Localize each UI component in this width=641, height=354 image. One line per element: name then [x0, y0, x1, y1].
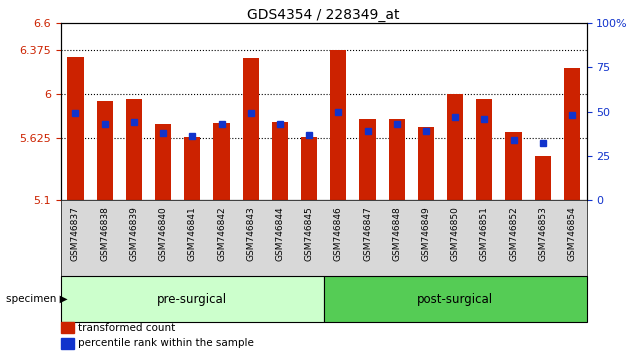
Bar	[213, 123, 229, 200]
Bar	[360, 119, 376, 200]
Text: GSM746853: GSM746853	[538, 206, 547, 261]
Text: GSM746842: GSM746842	[217, 206, 226, 261]
Text: GSM746851: GSM746851	[480, 206, 489, 261]
Text: GSM746840: GSM746840	[158, 206, 167, 261]
Text: GSM746838: GSM746838	[100, 206, 109, 261]
Text: GSM746852: GSM746852	[509, 206, 518, 261]
Text: GSM746850: GSM746850	[451, 206, 460, 261]
Text: GSM746848: GSM746848	[392, 206, 401, 261]
Text: GSM746837: GSM746837	[71, 206, 80, 261]
Text: transformed count: transformed count	[78, 322, 176, 332]
Bar	[97, 101, 113, 200]
Text: GSM746854: GSM746854	[567, 206, 576, 261]
Bar	[564, 68, 580, 200]
Text: GSM746847: GSM746847	[363, 206, 372, 261]
Text: percentile rank within the sample: percentile rank within the sample	[78, 338, 254, 348]
Bar	[243, 58, 259, 200]
Bar	[476, 98, 492, 200]
Text: GSM746844: GSM746844	[276, 206, 285, 261]
Text: GSM746845: GSM746845	[304, 206, 313, 261]
Text: GSM746846: GSM746846	[334, 206, 343, 261]
Bar	[61, 276, 324, 322]
Bar	[535, 156, 551, 200]
Bar	[447, 94, 463, 200]
Text: post-surgical: post-surgical	[417, 293, 493, 306]
Bar	[330, 50, 346, 200]
Bar	[126, 98, 142, 200]
Bar	[67, 57, 83, 200]
Bar	[418, 127, 434, 200]
Bar	[155, 125, 171, 200]
Text: GSM746843: GSM746843	[246, 206, 255, 261]
Bar	[506, 132, 522, 200]
Bar	[61, 322, 74, 333]
Bar	[301, 137, 317, 200]
Text: GSM746849: GSM746849	[421, 206, 430, 261]
Title: GDS4354 / 228349_at: GDS4354 / 228349_at	[247, 8, 400, 22]
Text: specimen ▶: specimen ▶	[6, 294, 68, 304]
Text: GSM746841: GSM746841	[188, 206, 197, 261]
Text: GSM746839: GSM746839	[129, 206, 138, 261]
Bar	[272, 122, 288, 200]
Text: pre-surgical: pre-surgical	[157, 293, 228, 306]
Bar	[324, 276, 587, 322]
Bar	[388, 119, 404, 200]
Bar	[61, 338, 74, 349]
Bar	[184, 137, 201, 200]
